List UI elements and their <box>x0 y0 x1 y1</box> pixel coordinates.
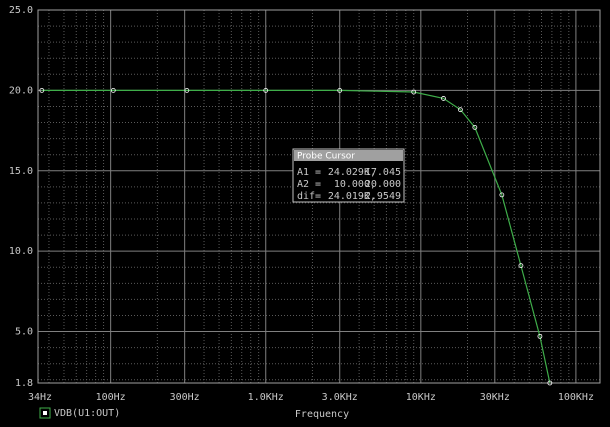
x-tick-label: 10KHz <box>406 392 436 403</box>
x-tick-label: 30KHz <box>480 392 510 403</box>
legend-marker <box>39 407 51 419</box>
cursor-x: 10.000, <box>334 179 376 190</box>
data-point <box>39 87 45 93</box>
legend-label: VDB(U1:OUT) <box>54 408 120 419</box>
y-tick-label: 5.0 <box>15 327 33 338</box>
y-tick-label: 25.0 <box>9 5 33 16</box>
cursor-y: 20.000 <box>365 179 401 190</box>
data-point <box>184 87 190 93</box>
cursor-x: 24.019K, <box>328 191 376 202</box>
data-point <box>441 96 446 101</box>
x-tick-label: 3.0KHz <box>322 392 358 403</box>
data-point <box>263 87 269 93</box>
cursor-label: dif= <box>297 191 321 202</box>
data-point <box>518 263 524 269</box>
data-point <box>499 192 505 198</box>
data-point <box>458 107 463 113</box>
cursor-label: A2 = <box>297 179 321 190</box>
y-tick-label: 15.0 <box>9 166 33 177</box>
y-tick-label: 20.0 <box>9 85 33 96</box>
cursor-title: Probe Cursor <box>297 152 355 162</box>
probe-cursor: Probe Cursor A1 = 24.029K,17.045 A2 = 10.00… <box>292 148 405 203</box>
cursor-x: 24.029K, <box>328 167 376 178</box>
data-point <box>110 87 116 93</box>
x-tick-label: 1.0KHz <box>248 392 284 403</box>
cursor-y: -2.9549 <box>359 191 401 202</box>
x-tick-label: 100KHz <box>558 392 594 403</box>
series-line <box>41 89 551 384</box>
x-tick-label: 100Hz <box>96 392 126 403</box>
data-point <box>472 124 478 130</box>
cursor-label: A1 = <box>297 167 321 178</box>
cursor-title-bar <box>294 150 403 161</box>
legend-marker-dot <box>43 411 47 415</box>
x-tick-label: 34Hz <box>28 392 52 403</box>
y-tick-label: 1.8 <box>15 378 33 389</box>
x-tick-label: 300Hz <box>170 392 200 403</box>
plot-border <box>37 9 601 384</box>
data-point <box>411 89 417 95</box>
data-point <box>547 380 553 386</box>
x-axis-label: Frequency <box>295 409 349 420</box>
y-tick-label: 10.0 <box>9 246 33 257</box>
data-point <box>537 333 543 339</box>
data-point <box>337 87 343 93</box>
cursor-y: 17.045 <box>365 167 401 178</box>
